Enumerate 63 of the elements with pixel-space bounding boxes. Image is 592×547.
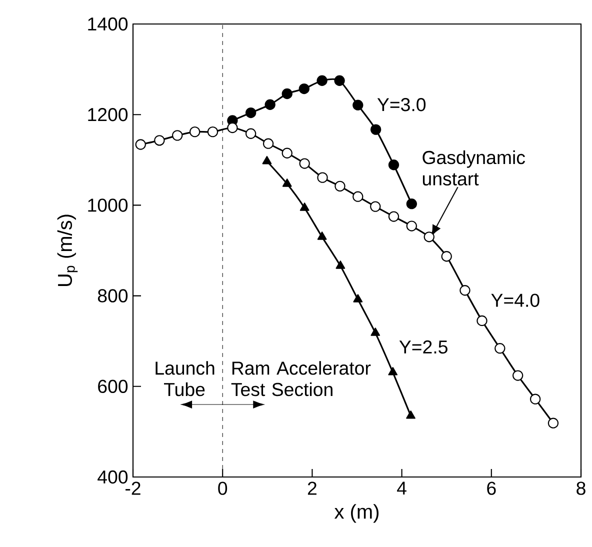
point: [512, 370, 524, 381]
point: [172, 130, 183, 141]
point: [388, 160, 400, 170]
point: [352, 191, 364, 202]
x-tick-label: -2: [126, 482, 140, 495]
point: [441, 251, 452, 262]
point: [530, 394, 541, 404]
point: [262, 156, 272, 164]
point: [370, 124, 382, 135]
point: [406, 410, 416, 419]
point: [352, 100, 364, 110]
point: [189, 126, 200, 138]
point: [154, 135, 165, 146]
x-tick-label: 4: [397, 482, 406, 495]
point: [245, 128, 256, 139]
series-label: Y=3.0: [377, 98, 426, 112]
series-label: Y=4.0: [491, 294, 540, 307]
y-tick-label: 1200: [88, 108, 128, 122]
point: [476, 315, 488, 326]
x-tick-label: 2: [308, 482, 316, 495]
y-tick-label: 400: [98, 470, 128, 484]
point: [388, 367, 398, 376]
y-tick-label: 1400: [88, 17, 128, 31]
point: [298, 83, 310, 94]
point: [282, 88, 292, 100]
x-tick-label: 8: [576, 482, 586, 495]
point: [406, 198, 417, 210]
point: [424, 232, 434, 242]
annotation: Launch Tube: [156, 361, 214, 396]
point: [262, 138, 274, 149]
point: [370, 328, 380, 336]
point: [317, 172, 328, 183]
x-tick-label: 0: [218, 482, 228, 495]
point: [282, 148, 292, 158]
point: [317, 232, 327, 240]
point: [334, 180, 346, 192]
annotation: Gasdynamic unstart: [422, 150, 525, 186]
series-label: Y=2.5: [399, 340, 448, 354]
annotation: Ram Accelerator Test Section: [231, 361, 371, 396]
point: [460, 285, 470, 296]
point: [264, 99, 276, 110]
point: [334, 75, 345, 86]
point: [316, 75, 328, 86]
point: [227, 122, 238, 134]
x-tick-label: 6: [487, 482, 496, 495]
point: [245, 107, 256, 118]
y-axis-title: U$_{p}$ (m/s): [57, 214, 78, 286]
point: [370, 201, 381, 212]
y-tick-label: 600: [98, 380, 128, 394]
point: [548, 418, 559, 428]
point: [353, 294, 363, 302]
point: [282, 178, 292, 187]
point: [494, 343, 506, 354]
point: [388, 211, 400, 222]
y-tick-label: 1000: [88, 198, 128, 212]
point: [299, 158, 310, 169]
point: [135, 139, 146, 150]
y-tick-label: 800: [98, 289, 128, 302]
point: [207, 126, 218, 138]
x-axis-title: x (m): [334, 504, 379, 523]
point: [406, 220, 417, 232]
point: [336, 260, 346, 269]
point: [300, 202, 310, 211]
